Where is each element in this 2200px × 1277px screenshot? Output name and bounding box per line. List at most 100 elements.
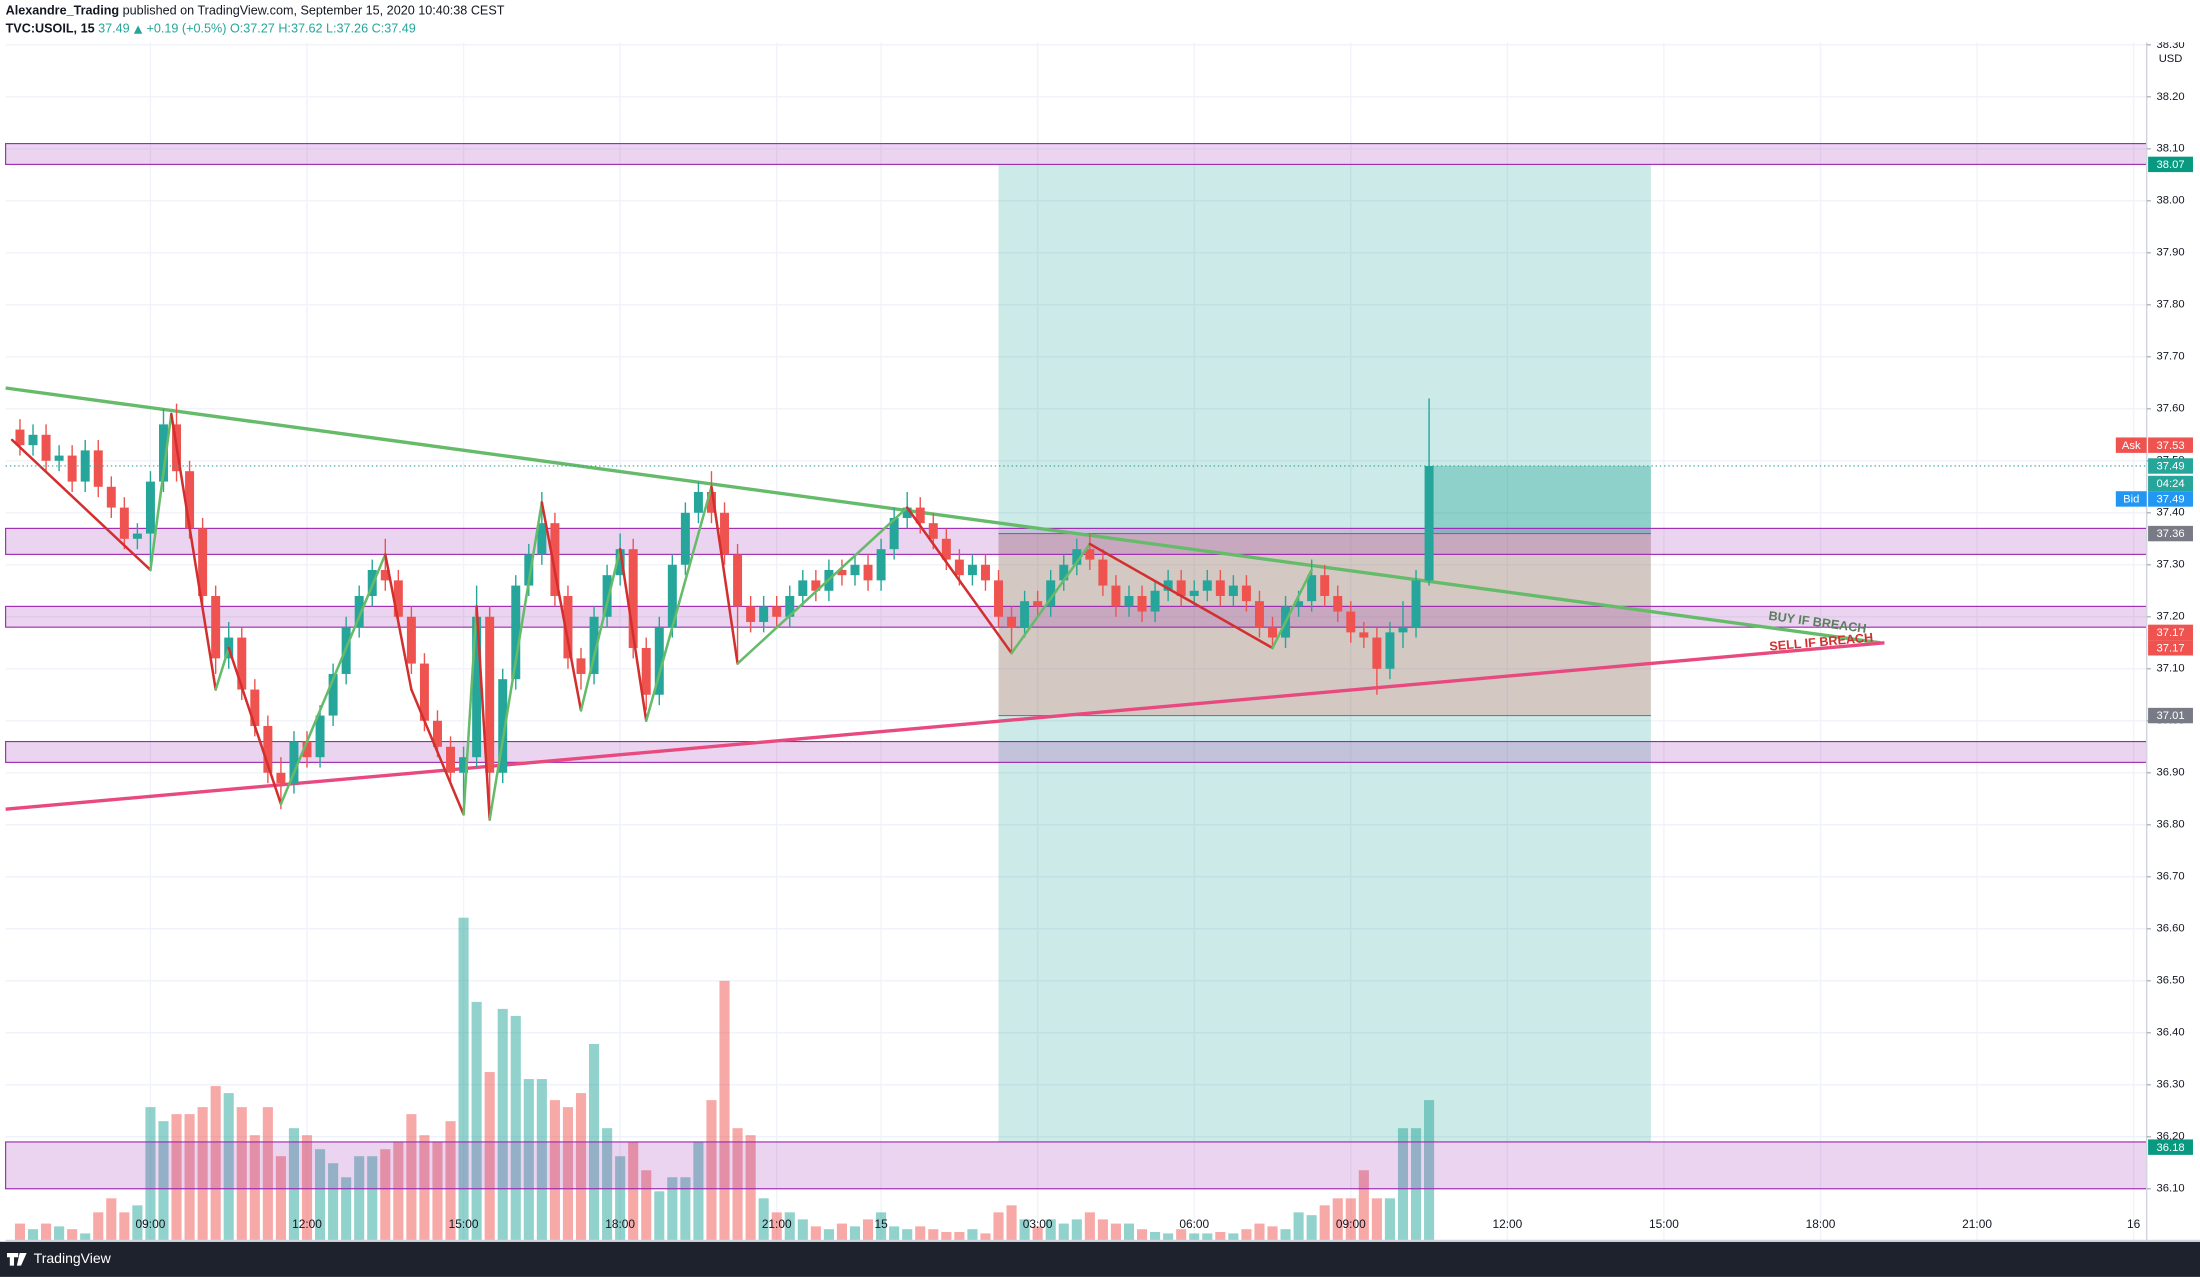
price-label-box	[2148, 458, 2193, 474]
candle-body	[667, 564, 677, 628]
candle-body	[158, 424, 168, 482]
volume-bar	[80, 1233, 91, 1241]
candle-body	[198, 528, 208, 596]
candle-body	[511, 585, 521, 680]
candle-body	[746, 606, 756, 622]
volume-bar	[823, 1229, 834, 1241]
candle-body	[406, 616, 416, 664]
price-label: 37.49	[2157, 461, 2185, 473]
candle-body	[54, 455, 64, 461]
candle-body	[237, 637, 247, 690]
candle-body	[93, 450, 103, 487]
zigzag-segment	[905, 506, 1013, 655]
candle-body	[119, 507, 129, 539]
candle-body	[459, 757, 469, 773]
candle-body	[954, 559, 964, 576]
volume-bar	[419, 1135, 430, 1241]
y-tick-label: 36.80	[2157, 819, 2185, 831]
volume-bar	[836, 1223, 847, 1241]
candle-body	[1398, 627, 1408, 633]
quote-line: TVC:USOIL, 15 37.49 +0.19 (+0.5%) O:37.27…	[6, 22, 416, 36]
candle-body	[432, 720, 442, 747]
volume-bar	[862, 1219, 874, 1241]
price-tag: Ask	[2122, 440, 2141, 452]
candle-body	[1137, 595, 1147, 612]
volume-bar	[810, 1226, 821, 1241]
candle-body	[145, 481, 155, 534]
candle-body	[1215, 580, 1225, 596]
candle-body	[1228, 585, 1238, 596]
trendline	[5, 386, 1881, 645]
zigzag-segment	[488, 501, 544, 821]
y-tick-label: 38.10	[2157, 143, 2185, 155]
volume-bar	[1267, 1226, 1278, 1241]
candle-body	[1320, 575, 1330, 596]
y-tick-label: 36.40	[2157, 1027, 2185, 1039]
candle-body	[615, 549, 625, 576]
candle-body	[1007, 616, 1017, 628]
candle-body	[1163, 580, 1173, 591]
y-tick-label: 37.90	[2157, 247, 2185, 259]
ohlc-high: H:37.62	[278, 22, 322, 36]
volume-bar	[667, 1177, 678, 1241]
header	[0, 0, 2200, 43]
candle-body	[576, 658, 586, 674]
zigzag-segment	[149, 412, 173, 572]
volume-bar	[354, 1156, 365, 1241]
candle-body	[798, 580, 808, 596]
y-tick-label: 37.70	[2157, 351, 2185, 363]
candle-body	[876, 549, 886, 581]
candle-body	[302, 741, 312, 758]
published: published on TradingView.com, September …	[123, 4, 505, 18]
price-label-box	[2148, 640, 2193, 656]
volume-bar	[915, 1226, 926, 1241]
volume-bar	[432, 1142, 443, 1241]
y-tick-label: 37.80	[2157, 299, 2185, 311]
candle-body	[1124, 595, 1134, 607]
volume-bar	[1006, 1205, 1017, 1241]
price-label-box	[2148, 1139, 2193, 1155]
zigzag-segment	[1271, 568, 1313, 650]
zigzag-segment	[736, 506, 909, 665]
volume-bar	[706, 1100, 717, 1241]
zones	[5, 143, 2148, 1190]
volume-bar	[549, 1100, 560, 1241]
candle-body	[563, 595, 573, 659]
candle-body	[1085, 549, 1095, 560]
volume-bar	[184, 1114, 195, 1241]
volume-bar	[301, 1135, 313, 1241]
x-tick-label: 15	[874, 1217, 888, 1231]
volume-bar	[1032, 1226, 1043, 1241]
candle-body	[1150, 590, 1160, 612]
volume-bar	[680, 1177, 691, 1241]
candle-body	[132, 533, 142, 539]
candle-body	[980, 564, 990, 581]
candle-body	[1072, 549, 1082, 565]
volume-bar	[288, 1128, 300, 1241]
volume-bar	[1293, 1212, 1304, 1241]
zigzag-segment	[1088, 542, 1274, 650]
volume-bar	[132, 1205, 143, 1241]
candle-body	[850, 564, 860, 576]
y-tick-label: 37.60	[2157, 403, 2185, 415]
volume-bar	[1045, 1219, 1056, 1241]
axes: 09:00 12:00 15:00 18:00 21:00 15 03:00 06:00 09:…	[136, 39, 2185, 1231]
y-tick-label: 36.10	[2157, 1183, 2185, 1195]
zigzag-segment	[227, 646, 283, 806]
volume-bar	[1071, 1219, 1082, 1241]
y-tick-label: 37.20	[2157, 611, 2185, 623]
volume-bar	[315, 1149, 326, 1241]
candle-body	[628, 549, 638, 648]
volume-bar	[367, 1156, 378, 1241]
candle-body	[1385, 632, 1395, 669]
candle-body	[928, 523, 938, 539]
candle-body	[380, 569, 390, 581]
candle-body	[889, 517, 899, 550]
volume-bar	[497, 1008, 508, 1241]
author: Alexandre_Trading published on TradingVi…	[6, 4, 505, 18]
price-label: 36.18	[2157, 1142, 2185, 1154]
volume-bar	[1228, 1233, 1239, 1241]
volume-bar	[1371, 1198, 1382, 1241]
